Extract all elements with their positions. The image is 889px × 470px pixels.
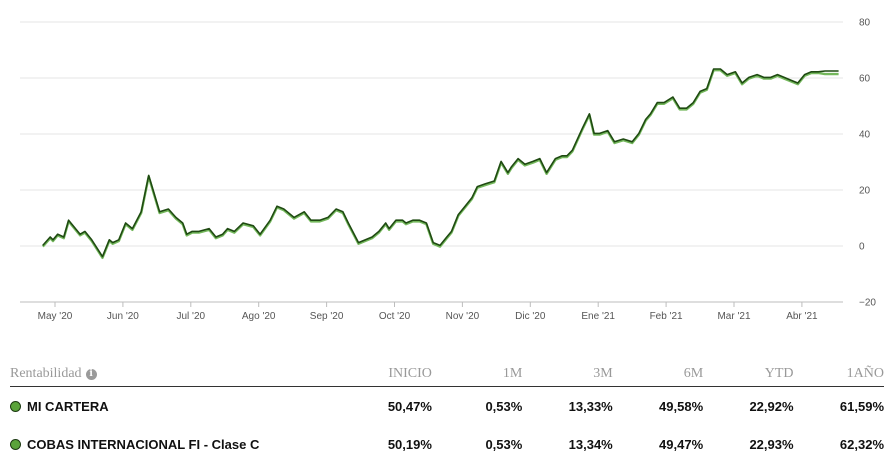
x-tick-label: May '20 <box>38 311 73 322</box>
column-header-1m[interactable]: 1M <box>502 366 523 381</box>
value-6m: 49,58% <box>659 398 704 414</box>
series-color-dot <box>10 400 21 412</box>
value-inicio: 50,19% <box>387 436 432 452</box>
series-color-dot <box>10 438 21 450</box>
x-axis: May '20 Jun '20 Jul '20 Ago '20 Sep '20 Oct '… <box>20 301 843 322</box>
table-row: MI CARTERA 50,47% 0,53% 13,33% 49,58% 22… <box>10 387 884 426</box>
y-tick-label: −20 <box>859 298 876 309</box>
series-line-cobas-internacional <box>42 68 839 258</box>
x-tick-label: Jun '20 <box>107 311 139 322</box>
value-1ano: 61,59% <box>839 398 884 414</box>
chart-series <box>41 68 839 259</box>
info-icon[interactable]: i <box>85 369 97 380</box>
value-ytd: 22,92% <box>749 398 794 414</box>
y-tick-label: 40 <box>859 130 871 141</box>
x-tick-label: Abr '21 <box>786 311 818 322</box>
chart-gridlines <box>20 21 843 303</box>
y-axis: 80 60 40 20 0 −20 <box>859 18 876 309</box>
performance-chart: 80 60 40 20 0 −20 May '20 Jun '20 Jul '20 Ago '2… <box>20 18 876 322</box>
performance-table: Rentabilidad i INICIO 1M 3M 6M YTD 1AÑO M… <box>10 362 884 463</box>
table-row: COBAS INTERNACIONAL FI - Clase C 50,19% … <box>10 425 884 463</box>
table-header-row: Rentabilidad i INICIO 1M 3M 6M YTD 1AÑO <box>10 362 884 387</box>
row-name: MI CARTERA <box>27 398 109 414</box>
table-header-label: Rentabilidad i <box>10 362 342 387</box>
x-tick-label: Ago '20 <box>242 311 276 322</box>
value-ytd: 22,93% <box>749 436 794 452</box>
rentabilidad-label: Rentabilidad <box>10 366 82 381</box>
y-tick-label: 20 <box>859 186 871 197</box>
x-tick-label: Dic '20 <box>515 311 546 322</box>
value-1m: 0,53% <box>485 398 523 414</box>
column-header-3m[interactable]: 3M <box>593 366 613 381</box>
y-tick-label: 60 <box>859 74 871 85</box>
value-6m: 49,47% <box>659 436 704 452</box>
value-3m: 13,34% <box>568 436 613 452</box>
x-tick-label: Mar '21 <box>717 311 750 322</box>
y-tick-label: 80 <box>859 18 871 29</box>
series-line-mi-cartera <box>41 69 839 259</box>
x-tick-label: Feb '21 <box>650 311 683 322</box>
value-1m: 0,53% <box>485 436 523 452</box>
x-tick-label: Nov '20 <box>446 311 480 322</box>
x-tick-label: Jul '20 <box>177 311 206 322</box>
value-inicio: 50,47% <box>387 398 432 414</box>
y-tick-label: 0 <box>859 242 865 253</box>
x-tick-label: Sep '20 <box>310 311 344 322</box>
column-header-inicio[interactable]: INICIO <box>388 366 432 381</box>
x-tick-label: Oct '20 <box>379 311 411 322</box>
column-header-ytd[interactable]: YTD <box>764 366 794 381</box>
row-name-cell: COBAS INTERNACIONAL FI - Clase C <box>10 425 342 463</box>
row-name-cell: MI CARTERA <box>10 387 342 426</box>
column-header-1ano[interactable]: 1AÑO <box>846 366 884 381</box>
x-tick-label: Ene '21 <box>581 311 615 322</box>
value-1ano: 62,32% <box>839 436 884 452</box>
value-3m: 13,33% <box>568 398 613 414</box>
column-header-6m[interactable]: 6M <box>683 366 704 381</box>
row-name: COBAS INTERNACIONAL FI - Clase C <box>27 436 260 452</box>
